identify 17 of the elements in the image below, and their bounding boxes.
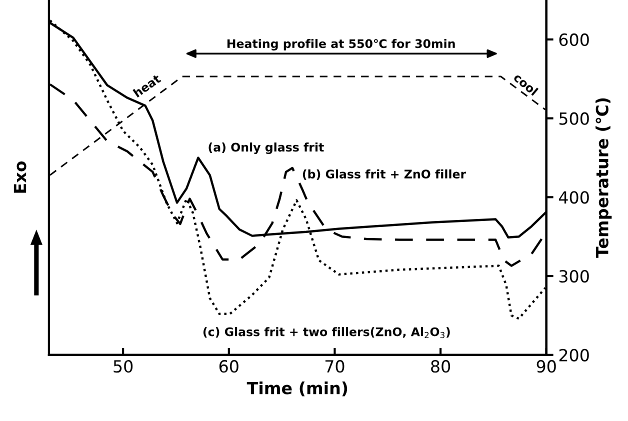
- x-tick-label: 90: [536, 360, 556, 373]
- x-tick-label: 60: [219, 360, 238, 373]
- x-axis-title: Time (min): [246, 381, 348, 396]
- y-axis-title: Exo: [14, 161, 26, 193]
- series-label: (a) Only glass frit: [208, 142, 324, 154]
- x-tick-label: 80: [431, 360, 450, 373]
- series-label: (b) Glass frit + ZnO filler: [302, 169, 466, 180]
- y2-axis-title: Temperature (℃): [596, 98, 612, 258]
- y2-tick-label: 200: [559, 348, 589, 362]
- y2-tick-label: 600: [559, 33, 589, 46]
- x-tick-label: 70: [325, 360, 344, 373]
- series-label: (c) Glass frit + two fillers(ZnO, Al$_{2}$O$_{3}$): [203, 327, 450, 338]
- y2-tick-label: 500: [559, 112, 589, 125]
- y2-tick-label: 400: [558, 191, 589, 204]
- x-tick-label: 50: [114, 360, 133, 373]
- annotation: Heating profile at 550℃ for 30min: [227, 38, 455, 50]
- y2-tick-label: 300: [559, 270, 589, 283]
